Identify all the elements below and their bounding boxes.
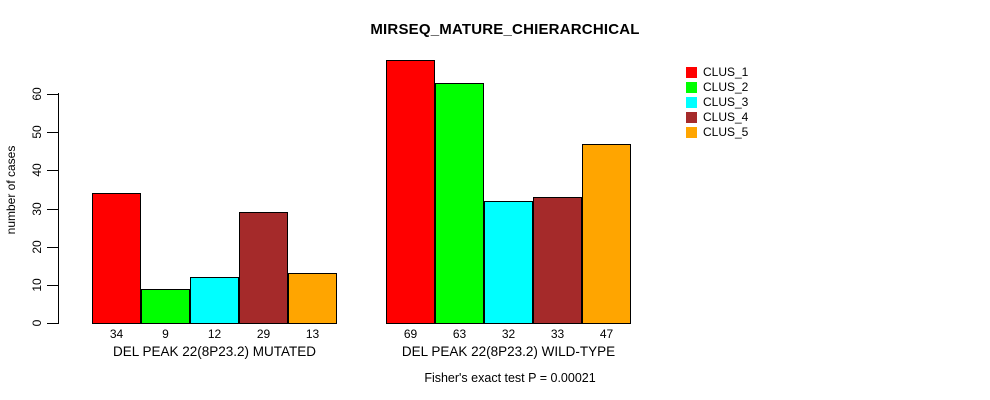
chart-title: MIRSEQ_MATURE_CHIERARCHICAL [370, 21, 640, 38]
bar-value-label: 47 [599, 327, 614, 341]
y-tick-label: 60 [30, 87, 44, 101]
annotation-text: Fisher's exact test P = 0.00021 [424, 371, 596, 385]
bar-CLUS_2-group2 [435, 83, 484, 324]
bar-CLUS_3-group2 [484, 201, 533, 324]
y-tick-label: 30 [30, 202, 44, 216]
bar-CLUS_4-group2 [533, 197, 582, 324]
bar-CLUS_4-group1 [239, 212, 288, 324]
bar-value-label: 9 [162, 327, 169, 341]
legend-swatch [686, 82, 697, 93]
bar-value-label: 13 [305, 327, 320, 341]
legend-item-CLUS_4: CLUS_4 [686, 110, 748, 125]
y-tick [47, 209, 58, 210]
y-tick-label: 0 [30, 319, 44, 327]
legend-item-CLUS_2: CLUS_2 [686, 80, 748, 95]
legend-label: CLUS_4 [703, 110, 749, 124]
bar-CLUS_2-group1 [141, 289, 190, 324]
bar-CLUS_5-group2 [582, 144, 631, 324]
y-tick [47, 94, 58, 95]
bar-value-label: 63 [452, 327, 467, 341]
y-tick [47, 323, 58, 324]
group-label: DEL PEAK 22(8P23.2) MUTATED [112, 344, 317, 359]
legend-swatch [686, 97, 697, 108]
legend-label: CLUS_3 [703, 95, 749, 109]
legend-label: CLUS_2 [703, 80, 749, 94]
bar-value-label: 29 [256, 327, 271, 341]
bar-value-label: 34 [109, 327, 124, 341]
y-tick [47, 247, 58, 248]
legend-swatch [686, 67, 697, 78]
bar-value-label: 69 [403, 327, 418, 341]
legend-label: CLUS_5 [703, 125, 749, 139]
group-label: DEL PEAK 22(8P23.2) WILD-TYPE [401, 344, 616, 359]
legend-item-CLUS_1: CLUS_1 [686, 65, 748, 80]
bar-value-label: 33 [550, 327, 565, 341]
legend-label: CLUS_1 [703, 65, 749, 79]
y-tick-label: 50 [30, 125, 44, 139]
y-axis-line [58, 93, 59, 324]
y-tick [47, 170, 58, 171]
y-tick [47, 285, 58, 286]
legend-item-CLUS_3: CLUS_3 [686, 95, 748, 110]
y-tick [47, 132, 58, 133]
legend-swatch [686, 127, 697, 138]
bar-value-label: 32 [501, 327, 516, 341]
legend-swatch [686, 112, 697, 123]
bar-CLUS_1-group2 [386, 60, 435, 324]
legend: CLUS_1 CLUS_2 CLUS_3 CLUS_4 CLUS_5 [686, 65, 748, 140]
y-tick-label: 40 [30, 163, 44, 177]
y-tick-label: 10 [30, 278, 44, 292]
legend-item-CLUS_5: CLUS_5 [686, 125, 748, 140]
bar-CLUS_5-group1 [288, 273, 337, 324]
bar-CLUS_1-group1 [92, 193, 141, 324]
y-axis-label: number of cases [4, 145, 18, 235]
bar-value-label: 12 [207, 327, 222, 341]
bar-CLUS_3-group1 [190, 277, 239, 324]
y-tick-label: 20 [30, 240, 44, 254]
